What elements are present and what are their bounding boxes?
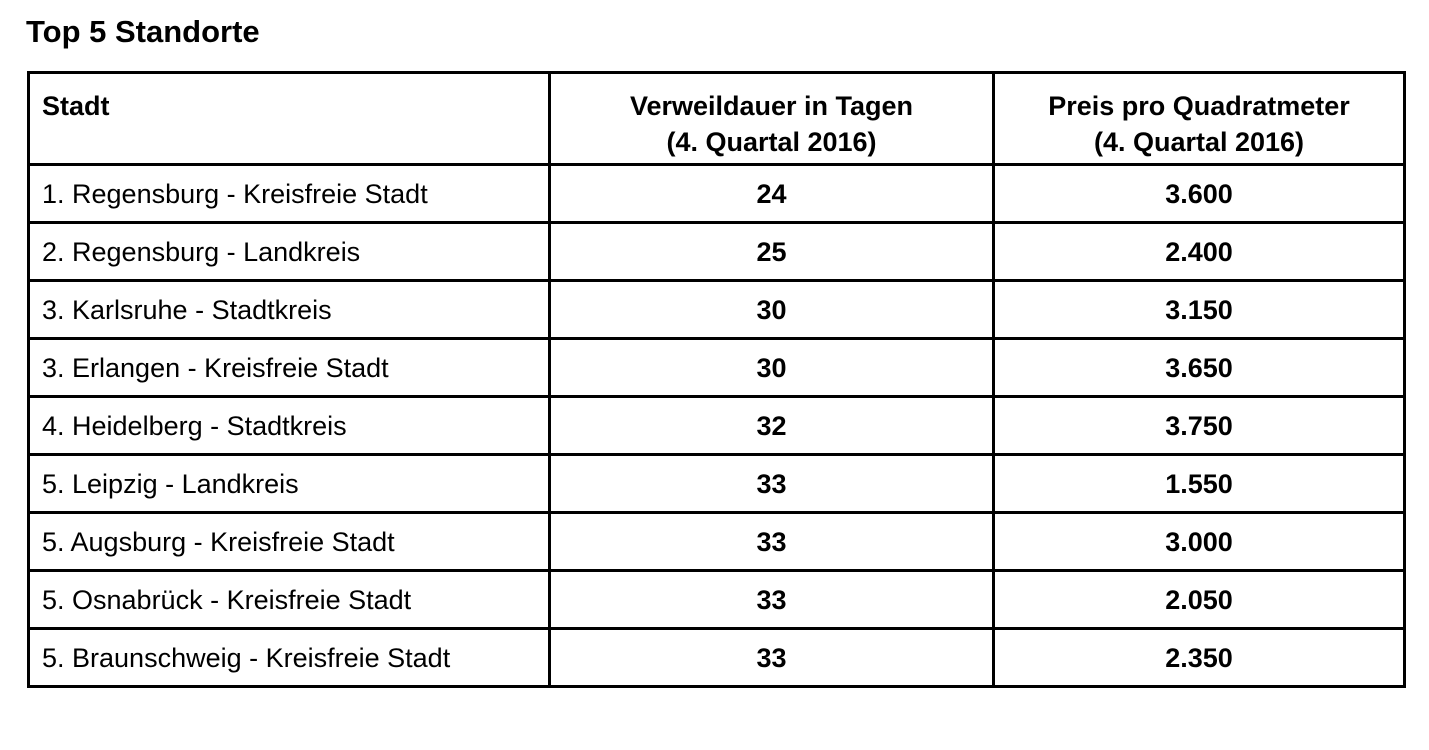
cell-preis: 3.150 <box>992 279 1406 340</box>
cell-stadt: 4. Heidelberg - Stadtkreis <box>27 395 551 456</box>
cell-stadt: 1. Regensburg - Kreisfreie Stadt <box>27 163 551 224</box>
table-row: 5. Leipzig - Landkreis 33 1.550 <box>27 453 1406 514</box>
cell-verweildauer: 33 <box>548 511 995 572</box>
cell-verweildauer: 25 <box>548 221 995 282</box>
cell-verweildauer: 32 <box>548 395 995 456</box>
cell-preis: 2.400 <box>992 221 1406 282</box>
table-row: 4. Heidelberg - Stadtkreis 32 3.750 <box>27 395 1406 456</box>
cell-stadt: 2. Regensburg - Landkreis <box>27 221 551 282</box>
table-row: 3. Erlangen - Kreisfreie Stadt 30 3.650 <box>27 337 1406 398</box>
cell-verweildauer: 33 <box>548 627 995 688</box>
header-preis: Preis pro Quadratmeter (4. Quartal 2016) <box>992 71 1406 166</box>
cell-verweildauer: 24 <box>548 163 995 224</box>
cell-verweildauer: 30 <box>548 279 995 340</box>
cell-preis: 2.350 <box>992 627 1406 688</box>
table-row: 3. Karlsruhe - Stadtkreis 30 3.150 <box>27 279 1406 340</box>
cell-preis: 1.550 <box>992 453 1406 514</box>
cell-preis: 3.000 <box>992 511 1406 572</box>
cell-stadt: 3. Karlsruhe - Stadtkreis <box>27 279 551 340</box>
standorte-table: Stadt Verweildauer in Tagen (4. Quartal … <box>27 71 1406 688</box>
cell-verweildauer: 33 <box>548 569 995 630</box>
cell-stadt: 3. Erlangen - Kreisfreie Stadt <box>27 337 551 398</box>
cell-preis: 3.750 <box>992 395 1406 456</box>
cell-verweildauer: 33 <box>548 453 995 514</box>
table-row: 1. Regensburg - Kreisfreie Stadt 24 3.60… <box>27 163 1406 224</box>
table-header-row: Stadt Verweildauer in Tagen (4. Quartal … <box>27 71 1406 166</box>
cell-preis: 3.600 <box>992 163 1406 224</box>
header-stadt: Stadt <box>27 71 551 166</box>
table-row: 5. Osnabrück - Kreisfreie Stadt 33 2.050 <box>27 569 1406 630</box>
table-row: 5. Braunschweig - Kreisfreie Stadt 33 2.… <box>27 627 1406 688</box>
cell-preis: 2.050 <box>992 569 1406 630</box>
header-stadt-label: Stadt <box>42 91 110 121</box>
cell-stadt: 5. Osnabrück - Kreisfreie Stadt <box>27 569 551 630</box>
cell-preis: 3.650 <box>992 337 1406 398</box>
cell-stadt: 5. Augsburg - Kreisfreie Stadt <box>27 511 551 572</box>
cell-verweildauer: 30 <box>548 337 995 398</box>
table-row: 5. Augsburg - Kreisfreie Stadt 33 3.000 <box>27 511 1406 572</box>
header-verweildauer-line1: Verweildauer in Tagen <box>629 91 914 121</box>
page-title: Top 5 Standorte <box>26 14 260 49</box>
header-verweildauer: Verweildauer in Tagen (4. Quartal 2016) <box>548 71 995 166</box>
cell-stadt: 5. Braunschweig - Kreisfreie Stadt <box>27 627 551 688</box>
header-preis-line1: Preis pro Quadratmeter <box>1048 91 1350 121</box>
table-row: 2. Regensburg - Landkreis 25 2.400 <box>27 221 1406 282</box>
header-verweildauer-line2: (4. Quartal 2016) <box>666 127 877 157</box>
header-preis-line2: (4. Quartal 2016) <box>1093 127 1305 157</box>
cell-stadt: 5. Leipzig - Landkreis <box>27 453 551 514</box>
